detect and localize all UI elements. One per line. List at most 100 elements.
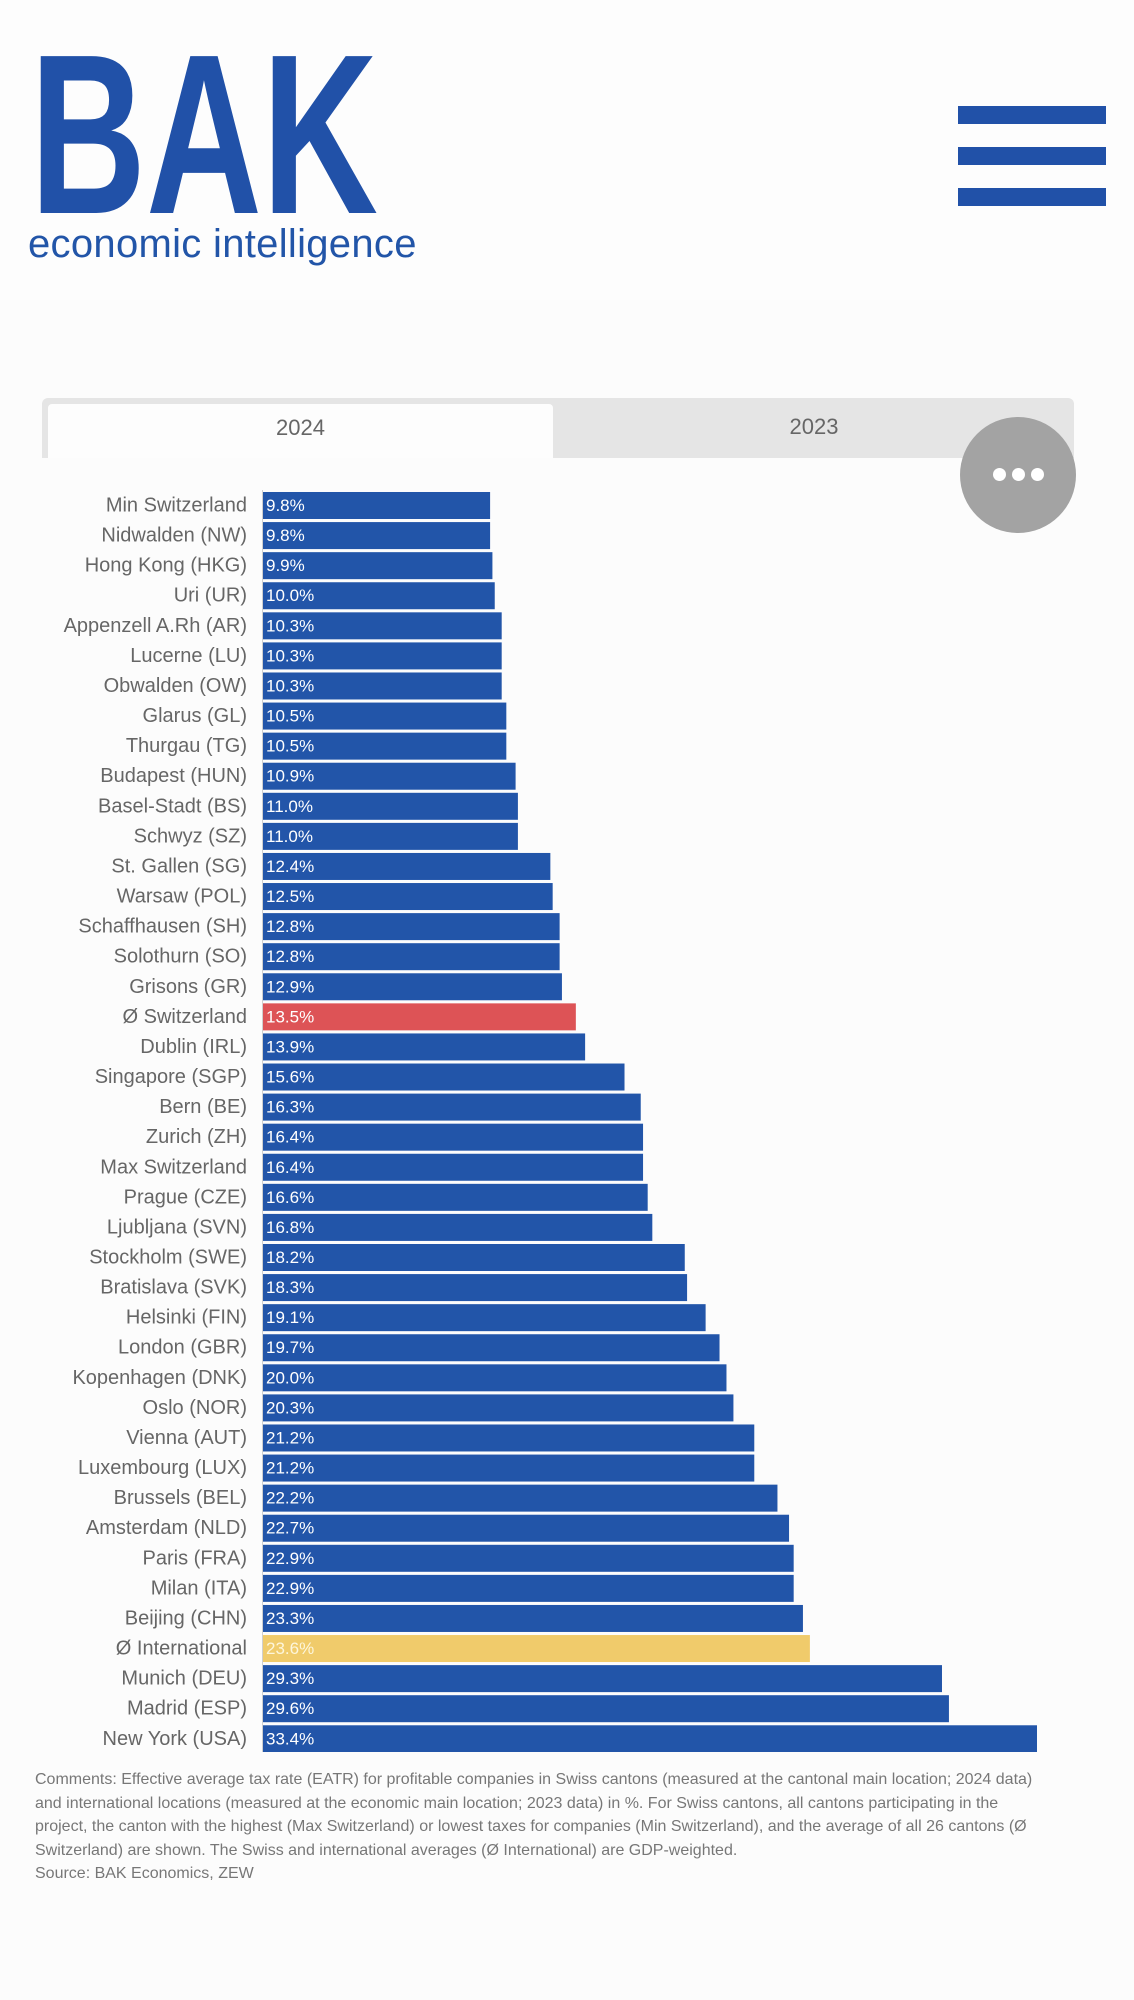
value-label-dublin-irl: 13.9% bbox=[266, 1037, 314, 1056]
tab-2023[interactable]: 2023 bbox=[789, 414, 839, 439]
bar-singapore-sgp[interactable] bbox=[263, 1063, 625, 1091]
tab-2024[interactable]: 2024 bbox=[48, 404, 553, 458]
bar-min-switzerland[interactable] bbox=[263, 492, 491, 519]
value-label-min-switzerland: 9.8% bbox=[266, 496, 305, 515]
bar-avg-switzerland[interactable] bbox=[263, 1003, 576, 1031]
bar-milan-ita[interactable] bbox=[263, 1574, 794, 1602]
bar-bern-be[interactable] bbox=[263, 1093, 641, 1121]
bar-paris-fra[interactable] bbox=[263, 1544, 794, 1572]
category-label-singapore-sgp: Singapore (SGP) bbox=[95, 1066, 247, 1088]
bar-hong-kong-hkg[interactable] bbox=[263, 552, 493, 580]
value-label-helsinki-fin: 19.1% bbox=[266, 1308, 314, 1327]
bar-nidwalden-nw[interactable] bbox=[263, 522, 491, 550]
bar-thurgau-tg[interactable] bbox=[263, 732, 507, 760]
bar-luxembourg-lux[interactable] bbox=[263, 1454, 755, 1482]
category-label-schwyz-sz: Schwyz (SZ) bbox=[134, 825, 247, 847]
value-label-madrid-esp: 29.6% bbox=[266, 1699, 314, 1718]
value-label-thurgau-tg: 10.5% bbox=[266, 737, 314, 756]
bar-madrid-esp[interactable] bbox=[263, 1695, 949, 1723]
bar-ljubljana-svn[interactable] bbox=[263, 1213, 653, 1241]
menu-bar bbox=[958, 106, 1106, 124]
value-label-luxembourg-lux: 21.2% bbox=[266, 1459, 314, 1478]
bar-amsterdam-nld[interactable] bbox=[263, 1514, 790, 1542]
source-text: Source: BAK Economics, ZEW bbox=[35, 1865, 254, 1882]
bar-kopenhagen-dnk[interactable] bbox=[263, 1364, 727, 1392]
category-label-obwalden-ow: Obwalden (OW) bbox=[104, 675, 247, 697]
chart-notes: Comments: Effective average tax rate (EA… bbox=[35, 1768, 1035, 1886]
bar-basel-stadt-bs[interactable] bbox=[263, 792, 518, 820]
bar-new-york-usa[interactable] bbox=[263, 1725, 1037, 1752]
value-label-budapest-hun: 10.9% bbox=[266, 767, 314, 786]
hamburger-menu-icon[interactable] bbox=[958, 106, 1106, 206]
bar-schaffhausen-sh[interactable] bbox=[263, 913, 560, 941]
category-label-appenzell-a-rh-ar: Appenzell A.Rh (AR) bbox=[64, 615, 247, 637]
bak-logo[interactable]: BAK bbox=[30, 45, 380, 215]
category-label-solothurn-so: Solothurn (SO) bbox=[114, 946, 247, 968]
category-label-london-gbr: London (GBR) bbox=[118, 1337, 247, 1359]
bar-prague-cze[interactable] bbox=[263, 1183, 648, 1211]
value-label-basel-stadt-bs: 11.0% bbox=[266, 797, 313, 816]
bar-glarus-gl[interactable] bbox=[263, 702, 507, 730]
value-label-oslo-nor: 20.3% bbox=[266, 1398, 314, 1417]
value-label-amsterdam-nld: 22.7% bbox=[266, 1519, 314, 1538]
bar-lucerne-lu[interactable] bbox=[263, 642, 502, 670]
bar-london-gbr[interactable] bbox=[263, 1334, 720, 1362]
value-label-bern-be: 16.3% bbox=[266, 1098, 314, 1117]
bar-vienna-aut[interactable] bbox=[263, 1424, 755, 1452]
category-label-max-switzerland: Max Switzerland bbox=[100, 1156, 247, 1178]
value-label-milan-ita: 22.9% bbox=[266, 1579, 314, 1598]
site-header: BAK economic intelligence bbox=[0, 0, 1134, 300]
bar-bratislava-svk[interactable] bbox=[263, 1274, 688, 1302]
bar-obwalden-ow[interactable] bbox=[263, 672, 502, 700]
bar-dublin-irl[interactable] bbox=[263, 1033, 586, 1061]
bar-grisons-gr[interactable] bbox=[263, 973, 562, 1001]
value-label-lucerne-lu: 10.3% bbox=[266, 646, 314, 665]
bar-helsinki-fin[interactable] bbox=[263, 1304, 706, 1332]
bar-oslo-nor[interactable] bbox=[263, 1394, 734, 1422]
comments-text: Comments: Effective average tax rate (EA… bbox=[35, 1771, 1033, 1859]
category-label-brussels-bel: Brussels (BEL) bbox=[114, 1487, 247, 1509]
bar-uri-ur[interactable] bbox=[263, 582, 495, 610]
category-label-amsterdam-nld: Amsterdam (NLD) bbox=[86, 1517, 247, 1539]
category-label-kopenhagen-dnk: Kopenhagen (DNK) bbox=[72, 1367, 247, 1389]
value-label-grisons-gr: 12.9% bbox=[266, 977, 314, 996]
category-label-oslo-nor: Oslo (NOR) bbox=[143, 1397, 247, 1419]
bar-beijing-chn[interactable] bbox=[263, 1604, 803, 1632]
logo-tagline: economic intelligence bbox=[28, 222, 417, 266]
bar-zurich-zh[interactable] bbox=[263, 1123, 644, 1151]
bar-brussels-bel[interactable] bbox=[263, 1484, 778, 1512]
category-label-hong-kong-hkg: Hong Kong (HKG) bbox=[85, 555, 247, 577]
value-label-stockholm-swe: 18.2% bbox=[266, 1248, 314, 1267]
value-label-beijing-chn: 23.3% bbox=[266, 1609, 314, 1628]
value-label-paris-fra: 22.9% bbox=[266, 1549, 314, 1568]
more-horizontal-icon bbox=[993, 468, 1006, 481]
category-label-dublin-irl: Dublin (IRL) bbox=[140, 1036, 247, 1058]
value-label-vienna-aut: 21.2% bbox=[266, 1428, 314, 1447]
bar-warsaw-pol[interactable] bbox=[263, 883, 553, 911]
bar-solothurn-so[interactable] bbox=[263, 943, 560, 971]
value-label-glarus-gl: 10.5% bbox=[266, 707, 314, 726]
bar-st-gallen-sg[interactable] bbox=[263, 852, 551, 880]
category-label-stockholm-swe: Stockholm (SWE) bbox=[89, 1247, 247, 1269]
value-label-new-york-usa: 33.4% bbox=[266, 1729, 314, 1748]
category-label-milan-ita: Milan (ITA) bbox=[151, 1577, 247, 1599]
category-label-budapest-hun: Budapest (HUN) bbox=[100, 765, 247, 787]
value-label-zurich-zh: 16.4% bbox=[266, 1128, 314, 1147]
bar-max-switzerland[interactable] bbox=[263, 1153, 644, 1181]
value-label-bratislava-svk: 18.3% bbox=[266, 1278, 314, 1297]
category-label-warsaw-pol: Warsaw (POL) bbox=[117, 886, 247, 908]
more-options-button[interactable] bbox=[960, 417, 1076, 533]
value-label-singapore-sgp: 15.6% bbox=[266, 1068, 314, 1087]
value-label-max-switzerland: 16.4% bbox=[266, 1158, 314, 1177]
bar-appenzell-a-rh-ar[interactable] bbox=[263, 612, 502, 640]
bar-avg-international[interactable] bbox=[263, 1635, 810, 1663]
category-label-madrid-esp: Madrid (ESP) bbox=[127, 1698, 247, 1720]
category-label-avg-international: Ø International bbox=[116, 1638, 247, 1660]
value-label-brussels-bel: 22.2% bbox=[266, 1489, 314, 1508]
bar-munich-deu[interactable] bbox=[263, 1665, 942, 1693]
bar-stockholm-swe[interactable] bbox=[263, 1244, 685, 1271]
category-label-min-switzerland: Min Switzerland bbox=[106, 495, 247, 517]
bar-schwyz-sz[interactable] bbox=[263, 822, 518, 850]
bar-budapest-hun[interactable] bbox=[263, 762, 516, 790]
value-label-nidwalden-nw: 9.8% bbox=[266, 526, 305, 545]
